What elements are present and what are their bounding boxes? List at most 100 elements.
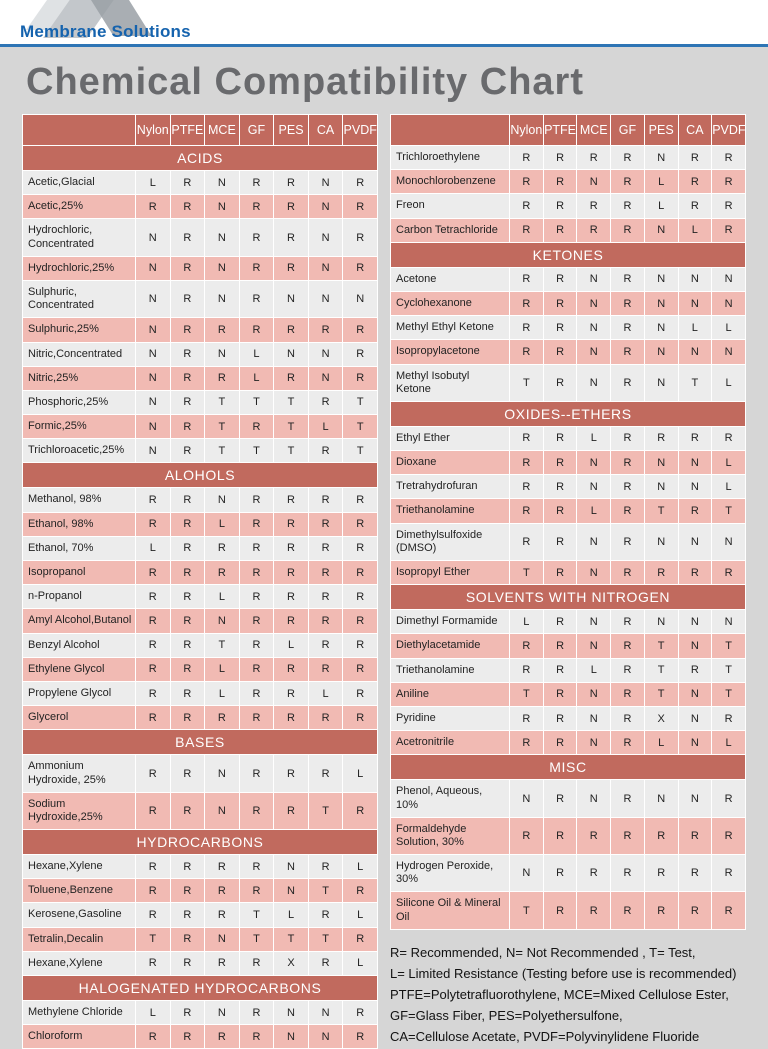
compat-cell: R <box>238 414 275 440</box>
compat-cell: R <box>307 559 344 586</box>
table-row: Methyl Ethyl Ketone R R N R N L L <box>390 315 746 341</box>
table-row: Triethanolamine R R L R T R T <box>390 657 746 683</box>
compat-cell: R <box>169 1024 206 1049</box>
chemical-name: Freon <box>390 193 510 219</box>
compat-cell: R <box>509 730 544 756</box>
chemical-name: Aniline <box>390 681 510 707</box>
compat-cell: N <box>643 290 679 317</box>
compat-cell: T <box>711 657 746 683</box>
chemical-name: Pyridine <box>390 705 510 732</box>
chemical-name: Phenol, Aqueous, 10% <box>390 779 510 818</box>
compat-cell: N <box>307 999 344 1026</box>
compat-cell: R <box>307 535 344 562</box>
compat-cell: R <box>610 474 645 500</box>
compat-cell: T <box>204 414 240 440</box>
compat-cell: R <box>307 632 344 658</box>
chemical-name: Isopropyl Ether <box>390 559 510 586</box>
table-row: Cyclohexanone R R N R N N N <box>390 290 746 317</box>
chemical-name: Hexane,Xylene <box>22 854 136 880</box>
compat-cell: R <box>135 608 171 634</box>
section-row: MISC <box>390 754 746 781</box>
compat-cell: R <box>509 266 544 292</box>
compat-cell: R <box>169 926 206 952</box>
legend-line: PTFE=Polytetrafluorothylene, MCE=Mixed C… <box>390 986 729 1002</box>
compat-cell: R <box>135 878 171 904</box>
table-row: Sulphuric, Concentrated N R N R N N N <box>22 279 378 319</box>
compat-cell: R <box>135 902 171 928</box>
compat-cell: R <box>307 438 344 464</box>
compat-cell: L <box>204 680 240 707</box>
compat-cell: N <box>135 317 171 343</box>
chemical-name: Amyl Alcohol,Butanol <box>22 608 136 634</box>
compatibility-table-right: Nylon PTFE MCE GF PES CA PVDF Trichloroethylene… <box>390 114 746 930</box>
compat-cell: T <box>677 363 713 402</box>
brand-name: Membrane Solutions <box>20 22 191 41</box>
compat-cell: N <box>576 363 612 402</box>
table-row: Isopropylacetone R R N R N N N <box>390 339 746 365</box>
column-header: GF <box>610 114 645 146</box>
compat-cell: N <box>273 854 309 880</box>
compat-cell: N <box>135 218 171 257</box>
compat-cell: R <box>610 522 645 562</box>
compat-cell: R <box>204 559 240 586</box>
compat-cell: R <box>542 315 578 341</box>
legend-line: CA=Cellulose Acetate, PVDF=Polyvinyliden… <box>390 1029 700 1044</box>
compat-cell: R <box>342 559 378 586</box>
column-header: CA <box>307 114 344 146</box>
compat-cell: R <box>542 363 578 402</box>
compat-cell: R <box>610 657 645 683</box>
compat-cell: T <box>643 657 679 683</box>
chemical-name: Chloroform <box>22 1024 136 1049</box>
compat-cell: R <box>610 169 645 195</box>
compat-cell: T <box>238 438 275 464</box>
chemical-name: Ammonium Hydroxide, 25% <box>22 754 136 793</box>
chemical-name: Methyl Isobutyl Ketone <box>390 363 510 402</box>
compat-cell: R <box>169 194 206 220</box>
compat-cell: N <box>204 169 240 196</box>
compat-cell: R <box>238 487 275 513</box>
compat-cell: R <box>169 584 206 610</box>
table-row: Acetone R R N R N N N <box>390 266 746 292</box>
compat-cell: R <box>542 657 578 683</box>
compat-cell: N <box>643 217 679 243</box>
compat-cell: N <box>576 450 612 476</box>
compat-cell: T <box>307 791 344 831</box>
compat-cell: L <box>677 315 713 341</box>
compat-cell: R <box>610 609 645 635</box>
compat-cell: R <box>509 169 544 195</box>
compat-cell: R <box>542 193 578 219</box>
compat-cell: R <box>342 1024 378 1049</box>
compat-cell: R <box>273 365 309 391</box>
chemical-name: Hydrochloric, Concentrated <box>22 218 136 257</box>
compat-cell: R <box>204 1024 240 1049</box>
compat-cell: L <box>643 730 679 756</box>
compat-cell: R <box>238 608 275 634</box>
compat-cell: N <box>677 705 713 732</box>
compat-cell: N <box>307 365 344 391</box>
compat-cell: R <box>273 656 309 682</box>
compat-cell: N <box>643 363 679 402</box>
compat-cell: R <box>342 584 378 610</box>
column-header: Nylon <box>509 114 544 146</box>
compat-cell: N <box>677 474 713 500</box>
compat-cell: R <box>238 705 275 731</box>
compat-cell: R <box>342 791 378 831</box>
compat-cell: N <box>204 194 240 220</box>
table-row: Silicone Oil & Mineral Oil T R R R R R R <box>390 891 746 930</box>
column-header: MCE <box>204 114 240 146</box>
compat-cell: R <box>342 999 378 1026</box>
compat-cell: R <box>342 169 378 196</box>
compat-cell: R <box>307 705 344 731</box>
compat-cell: R <box>610 681 645 707</box>
compat-cell: R <box>610 217 645 243</box>
compat-cell: L <box>711 450 746 476</box>
section-row: HYDROCARBONS <box>22 829 378 856</box>
compat-cell: N <box>576 266 612 292</box>
column-header-row: Nylon PTFE MCE GF PES CA PVDF <box>22 114 378 146</box>
compat-cell: R <box>238 255 275 281</box>
table-row: Triethanolamine R R L R T R T <box>390 498 746 524</box>
compat-cell: T <box>711 681 746 707</box>
column-header-row: Nylon PTFE MCE GF PES CA PVDF <box>390 114 746 146</box>
compat-cell: R <box>509 290 544 317</box>
compat-cell: L <box>204 511 240 537</box>
